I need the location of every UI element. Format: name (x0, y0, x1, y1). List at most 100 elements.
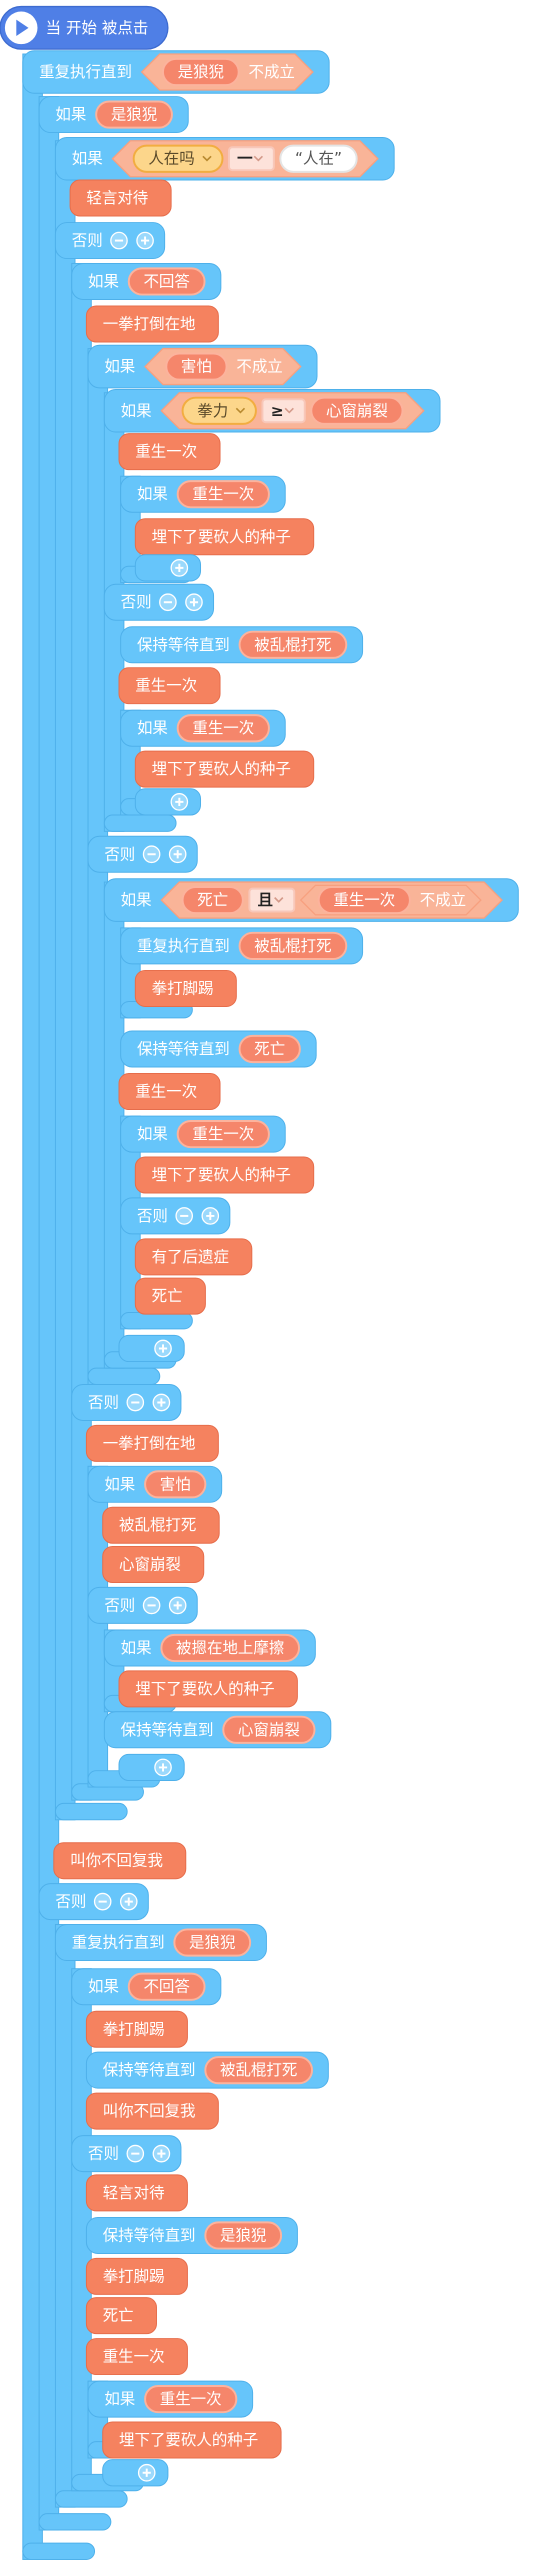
plus-icon[interactable] (206, 1211, 215, 1221)
plus-icon[interactable] (158, 1763, 168, 1772)
else-block: 否则 (87, 1586, 198, 1624)
plus-icon[interactable] (173, 850, 182, 859)
action-block (134, 518, 315, 556)
action-block: 重生一次 (118, 433, 221, 471)
else-block: 否则 (71, 2135, 182, 2173)
control-block: 如果 重生一次 (120, 709, 286, 747)
reporter-text: 被乱棍打死 (220, 2061, 297, 2079)
action-block (102, 1506, 220, 1544)
hat-block (0, 5, 169, 50)
action-block (134, 969, 237, 1007)
else-block (71, 2135, 182, 2173)
operator-dropdown[interactable] (228, 146, 275, 172)
action-text: 拳打脚踢 (103, 2020, 165, 2038)
action-block: 埋下了要砍人的种子 (118, 1670, 298, 1708)
action-block (69, 179, 172, 217)
control-keyword: 保持等待直到 (137, 636, 230, 654)
reporter (127, 267, 206, 296)
reporter (144, 2385, 238, 2414)
variable[interactable] (181, 396, 257, 425)
action-text: 被乱棍打死 (119, 1516, 196, 1534)
operator-dropdown-text: 一 (237, 150, 253, 168)
operator-dropdown[interactable] (261, 398, 306, 424)
action-block (85, 2338, 188, 2376)
plus-icon[interactable] (189, 598, 199, 607)
action-block (118, 433, 221, 471)
control-block: 如果 害怕 (87, 1465, 223, 1503)
control-keyword: 如果 (137, 1125, 168, 1143)
control-block: 如果 不回答 (71, 1968, 222, 2006)
else-keyword: 否则 (88, 2145, 119, 2163)
control-block: 如果 不回答 (71, 262, 222, 300)
plus-icon[interactable] (175, 797, 184, 806)
control-block: 如果 是狼猊 (38, 96, 189, 134)
add-block (118, 1753, 185, 1782)
reporter-text: 是狼猊 (178, 63, 224, 81)
control-keyword: 保持等待直到 (137, 1040, 230, 1058)
add-block (102, 2459, 169, 2487)
c-block-foot (87, 1367, 161, 1385)
plus-icon[interactable] (173, 1601, 182, 1610)
reporter (144, 1470, 207, 1499)
control-block: 如果 死亡 且 重生一次 不成立 (103, 878, 519, 922)
action-text: 埋下了要砍人的种子 (152, 1166, 291, 1184)
action-block: 心窗崩裂 (102, 1546, 205, 1583)
variable[interactable] (132, 144, 224, 173)
reporter-text: 被乱棍打死 (254, 937, 331, 955)
variable-text: 人在吗 (148, 150, 194, 168)
dropdown-arrow (253, 155, 263, 162)
add-block (134, 554, 202, 582)
reporter (238, 630, 348, 659)
reporter-text: 死亡 (254, 1040, 285, 1058)
reporter (310, 396, 404, 425)
control-block: 如果 拳力 ≥ 心窗崩裂 (103, 388, 441, 433)
action-text: 心窗崩裂 (119, 1555, 181, 1573)
control-block: 如果 重生一次 (120, 475, 286, 513)
action-block (85, 2257, 188, 2295)
control-keyword: 保持等待直到 (121, 1721, 214, 1739)
control-block: 重复执行直到 被乱棍打死 (120, 927, 364, 965)
c-block-foot (38, 2513, 112, 2531)
control-keyword: 如果 (121, 1639, 152, 1657)
control-block: 如果 重生一次 (120, 1115, 286, 1153)
plus-icon[interactable] (142, 2468, 151, 2477)
dropdown-arrow (235, 407, 246, 414)
add-block (118, 1334, 185, 1363)
dropdown-arrow (274, 897, 284, 903)
play-triangle (16, 19, 29, 37)
operator-dropdown-text: 且 (258, 891, 273, 909)
plus-icon[interactable] (124, 1897, 133, 1906)
control-keyword: 如果 (121, 891, 152, 909)
reporter (238, 1034, 301, 1064)
string-input[interactable] (279, 144, 358, 173)
plus-icon[interactable] (141, 236, 150, 245)
action-text: 重生一次 (135, 1083, 197, 1101)
reporter (127, 1972, 206, 2001)
control-block: 如果 重生一次 (87, 2380, 254, 2418)
action-block: 叫你不回复我 (85, 2092, 219, 2130)
else-block (87, 835, 198, 873)
control-block: 保持等待直到 是狼猊 (85, 2216, 298, 2254)
dropdown-arrow (202, 155, 212, 162)
reporter (176, 480, 270, 509)
action-block (85, 2297, 157, 2335)
add-block (134, 554, 202, 582)
action-block (53, 1842, 187, 1880)
reporter (176, 714, 270, 743)
plus-icon[interactable] (157, 1398, 166, 1407)
reporter-text: 重生一次 (333, 891, 395, 909)
action-block (85, 2092, 219, 2130)
string-input-text: “人在” (295, 150, 342, 168)
action-text: 埋下了要砍人的种子 (152, 760, 291, 778)
action-block: 重生一次 (85, 2338, 188, 2376)
plus-icon[interactable] (175, 563, 184, 572)
action-block (102, 1546, 205, 1583)
plus-icon[interactable] (157, 2149, 166, 2158)
action-text: 有了后遗症 (152, 1248, 229, 1266)
action-block: 有了后遗症 (134, 1238, 253, 1276)
plus-icon[interactable] (158, 1344, 168, 1353)
reporter (173, 1928, 252, 1957)
else-block (120, 1197, 231, 1235)
operator-dropdown[interactable] (248, 887, 296, 913)
